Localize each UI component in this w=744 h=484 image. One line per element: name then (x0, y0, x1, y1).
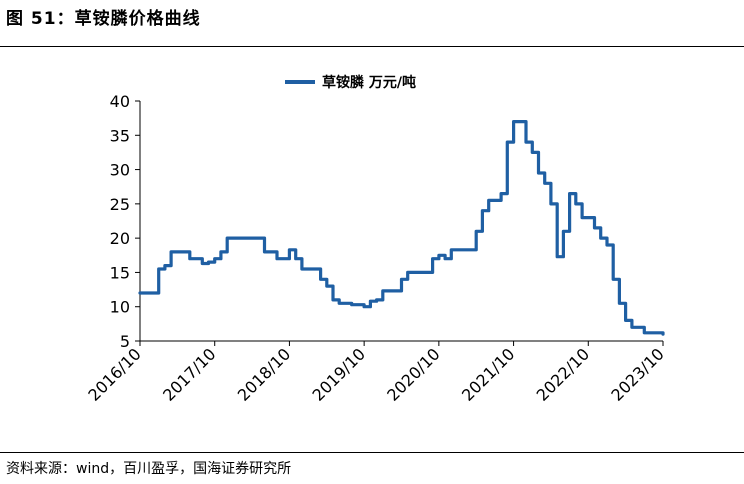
x-tick-label: 2019/10 (309, 344, 369, 404)
chart-axes (139, 101, 663, 342)
x-tick-label: 2016/10 (84, 344, 144, 404)
chart-legend: 草铵膦 万元/吨 (285, 74, 416, 91)
x-tick-label: 2017/10 (159, 344, 219, 404)
y-tick-label: 35 (110, 126, 130, 145)
x-axis-ticks: 2016/10 2017/10 2018/10 2019/10 2020/10 2021/… (84, 341, 668, 405)
x-tick-label: 2021/10 (458, 344, 518, 404)
x-tick-label: 2020/10 (383, 344, 443, 404)
bottom-rule (0, 452, 744, 453)
y-tick-label: 25 (110, 195, 130, 214)
legend-label: 草铵膦 万元/吨 (322, 74, 416, 91)
top-rule (0, 46, 744, 47)
series-line (138, 120, 665, 336)
source-note: 资料来源：wind，百川盈孚，国海证券研究所 (6, 461, 292, 477)
y-tick-label: 30 (110, 161, 130, 180)
y-tick-label: 10 (110, 298, 130, 317)
x-tick-label: 2018/10 (234, 344, 294, 404)
y-tick-label: 15 (110, 263, 130, 282)
series-group (138, 120, 665, 336)
x-tick-label: 2022/10 (533, 344, 593, 404)
x-tick-label: 2023/10 (607, 344, 667, 404)
figure-title: 图 51：草铵膦价格曲线 (6, 9, 201, 29)
y-axis-ticks: 5 10 15 20 25 30 35 40 (110, 92, 140, 351)
y-tick-label: 20 (110, 229, 130, 248)
y-tick-label: 40 (110, 92, 130, 111)
y-tick-label: 5 (120, 332, 130, 351)
